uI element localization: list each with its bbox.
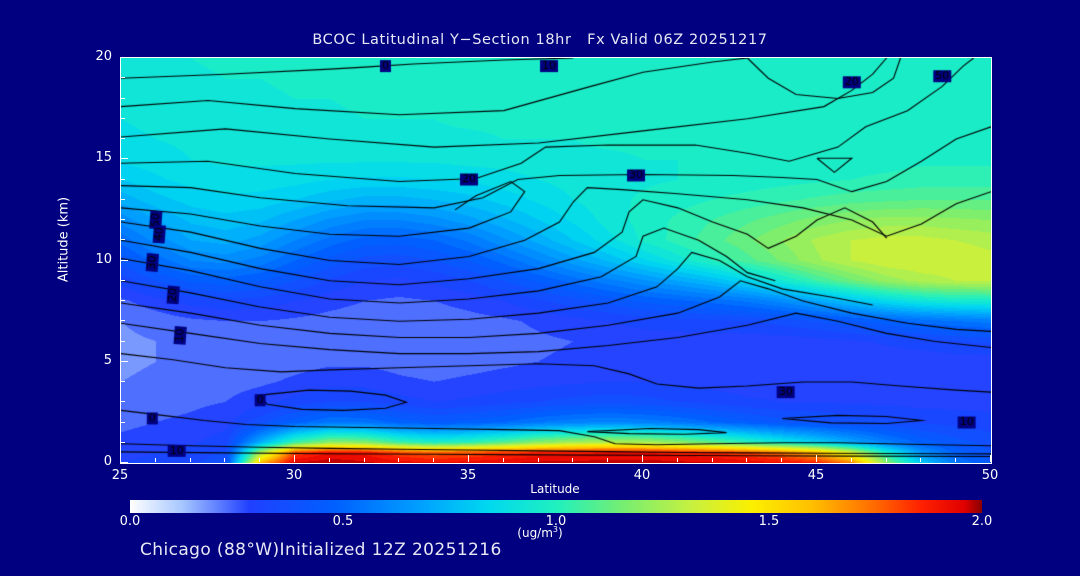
colorbar-tick-label-1.5: 1.5 — [758, 514, 780, 529]
x-tick-label-35: 35 — [459, 468, 477, 483]
colorbar-units-exponent: 3 — [552, 525, 559, 534]
x-minor-tick-mark — [328, 458, 330, 462]
y-axis-label: Altitude (km) — [56, 196, 72, 283]
x-minor-tick-mark — [398, 458, 400, 462]
x-minor-tick-mark — [955, 458, 957, 462]
plot-area[interactable] — [120, 57, 992, 464]
colorbar-units-paren: ) — [558, 526, 563, 540]
y-minor-tick-mark — [121, 421, 125, 423]
x-minor-tick-mark — [537, 458, 539, 462]
y-tick-label-10: 10 — [95, 251, 112, 267]
x-tick-mark — [468, 455, 469, 462]
x-minor-tick-mark — [259, 458, 261, 462]
y-minor-tick-mark — [121, 300, 125, 301]
x-tick-mark — [120, 455, 121, 462]
y-minor-tick-mark — [121, 117, 125, 119]
y-tick-mark — [121, 360, 128, 362]
x-tick-mark — [642, 455, 643, 462]
x-minor-tick-mark — [920, 458, 922, 462]
chart-footer: Chicago (88°W)Initialized 12Z 20251216 — [140, 540, 502, 560]
y-minor-tick-mark — [121, 77, 125, 79]
y-minor-tick-mark — [121, 138, 125, 139]
x-tick-label-25: 25 — [111, 468, 129, 483]
x-minor-tick-mark — [363, 458, 365, 462]
colorbar-tick-label-0.0: 0.0 — [119, 514, 141, 529]
x-minor-tick-mark — [676, 458, 678, 462]
y-minor-tick-mark — [121, 340, 125, 342]
y-tick-label-0: 0 — [103, 454, 112, 469]
colorbar-tick-label-2.0: 2.0 — [971, 514, 993, 529]
x-tick-mark — [294, 455, 295, 462]
chart-title: BCOC Latitudinal Y−Section 18hr Fx Valid… — [312, 32, 768, 48]
cross-section-heatmap — [121, 58, 991, 463]
x-minor-tick-mark — [189, 458, 191, 462]
y-tick-mark — [121, 57, 128, 58]
colorbar[interactable] — [130, 500, 982, 513]
colorbar-tick-label-1.0: 1.0 — [545, 514, 567, 529]
y-tick-mark — [121, 158, 128, 160]
y-minor-tick-mark — [121, 178, 125, 180]
y-minor-tick-mark — [121, 320, 125, 322]
x-minor-tick-mark — [154, 458, 156, 462]
y-tick-mark — [121, 462, 128, 463]
y-tick-mark — [121, 259, 128, 261]
x-tick-mark — [990, 455, 991, 462]
y-minor-tick-mark — [121, 381, 125, 382]
x-minor-tick-mark — [433, 458, 435, 462]
x-minor-tick-mark — [224, 458, 226, 462]
y-minor-tick-mark — [121, 219, 125, 220]
x-minor-tick-mark — [885, 458, 887, 462]
y-tick-label-20: 20 — [95, 49, 112, 64]
colorbar-units: (ug/m3) — [0, 525, 1080, 540]
x-axis-label: Latitude — [530, 482, 580, 496]
x-minor-tick-mark — [850, 458, 852, 462]
colorbar-tick-label-0.5: 0.5 — [332, 514, 354, 529]
colorbar-gradient — [130, 500, 982, 513]
colorbar-units-text: (ug/m — [517, 526, 553, 540]
y-minor-tick-mark — [121, 239, 125, 241]
y-minor-tick-mark — [121, 97, 125, 99]
x-tick-label-45: 45 — [807, 468, 825, 483]
y-minor-tick-mark — [121, 401, 125, 403]
x-minor-tick-mark — [746, 458, 748, 462]
x-minor-tick-mark — [607, 458, 609, 462]
y-minor-tick-mark — [121, 279, 125, 281]
y-minor-tick-mark — [121, 198, 125, 200]
y-tick-label-5: 5 — [103, 352, 112, 368]
x-tick-mark — [816, 455, 817, 462]
x-tick-label-40: 40 — [633, 468, 651, 483]
x-minor-tick-mark — [781, 458, 783, 462]
x-minor-tick-mark — [711, 458, 713, 462]
x-minor-tick-mark — [572, 458, 574, 462]
y-tick-label-15: 15 — [95, 150, 112, 166]
x-tick-label-50: 50 — [981, 468, 999, 483]
y-minor-tick-mark — [121, 441, 125, 443]
x-tick-label-30: 30 — [285, 468, 303, 483]
x-minor-tick-mark — [502, 458, 504, 462]
